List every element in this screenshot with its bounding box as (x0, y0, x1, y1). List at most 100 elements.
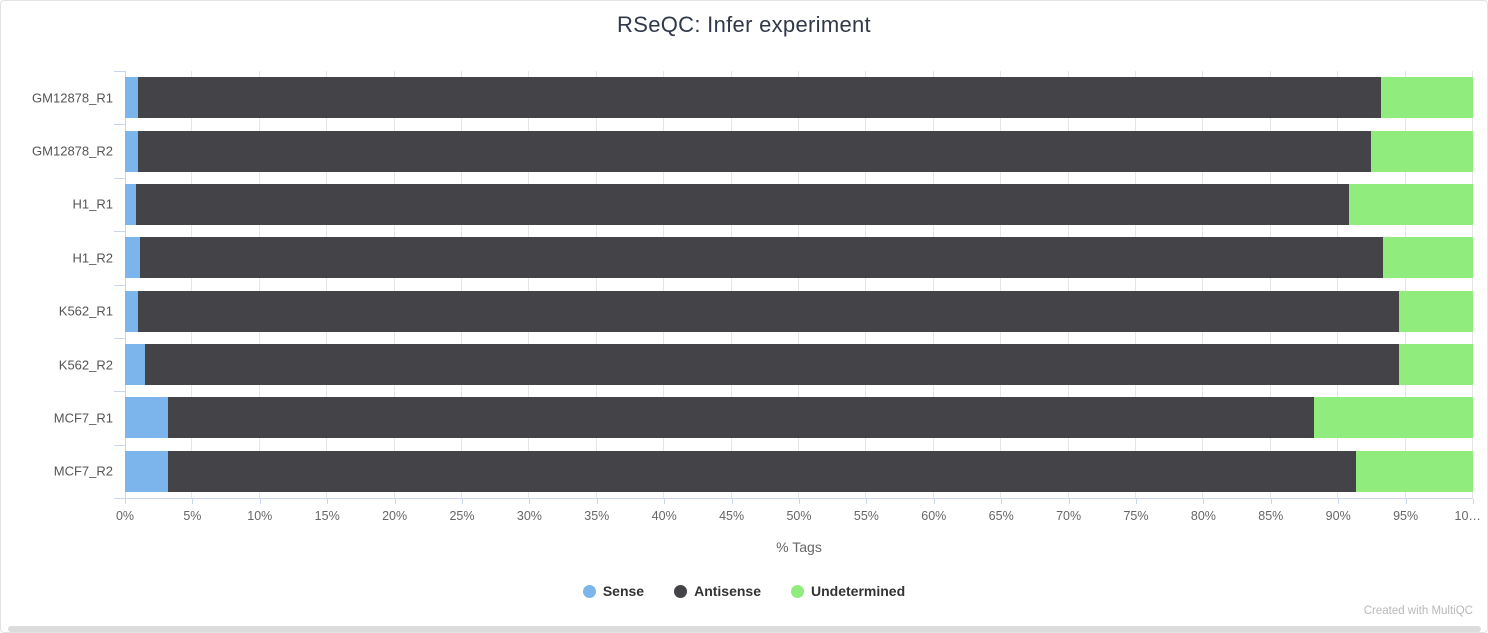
x-axis-tick (394, 499, 396, 504)
y-axis-tick (114, 391, 125, 393)
bar-segment-sense-GM12878_R2[interactable] (125, 130, 139, 172)
gridline-25 (461, 71, 462, 498)
legend: Sense Antisense Undetermined (1, 583, 1487, 599)
bar-segment-undetermined-GM12878_R2[interactable] (1370, 130, 1473, 172)
x-tick-label-10: 10% (247, 509, 273, 523)
bar-segment-sense-K562_R1[interactable] (125, 290, 139, 332)
gridline-50 (798, 71, 799, 498)
bar-segment-undetermined-H1_R1[interactable] (1348, 183, 1473, 225)
gridline-40 (663, 71, 665, 498)
category-label-GM12878_R1: GM12878_R1 (32, 90, 113, 106)
y-axis-tick (114, 444, 125, 446)
category-label-H1_R2: H1_R2 (72, 250, 113, 266)
x-tick-label-55: 55% (853, 509, 879, 523)
x-axis-line (125, 498, 1473, 499)
gridline-100 (1472, 71, 1473, 498)
gridline-45 (730, 71, 732, 498)
bar-segment-undetermined-MCF7_R2[interactable] (1355, 450, 1473, 492)
bar-row-K562_R1 (125, 290, 1473, 332)
bar-segment-undetermined-MCF7_R1[interactable] (1313, 397, 1473, 439)
bar-row-MCF7_R2 (125, 450, 1473, 492)
gridline-85 (1269, 71, 1271, 498)
category-label-K562_R1: K562_R1 (58, 303, 113, 319)
gridline-65 (1000, 71, 1002, 498)
x-axis-tick (462, 499, 463, 504)
x-axis-tick (259, 499, 261, 504)
legend-marker-sense (582, 584, 596, 598)
bar-row-GM12878_R2 (125, 130, 1473, 172)
legend-label-sense: Sense (602, 583, 645, 599)
x-axis-tick (327, 499, 329, 504)
x-tick-label-20: 20% (382, 509, 408, 523)
horizontal-scrollbar[interactable] (8, 626, 1481, 632)
gridline-10 (258, 71, 260, 498)
bar-segment-antisense-MCF7_R2[interactable] (168, 450, 1356, 492)
y-axis-tick (114, 124, 125, 126)
gridline-30 (528, 71, 530, 498)
bar-segment-undetermined-H1_R2[interactable] (1382, 237, 1473, 279)
category-label-K562_R2: K562_R2 (58, 357, 113, 373)
bar-segment-sense-H1_R1[interactable] (125, 183, 136, 225)
legend-label-undetermined: Undetermined (811, 583, 906, 599)
bar-row-K562_R2 (125, 344, 1473, 386)
x-axis-tick (664, 499, 666, 504)
x-axis-tick (1473, 499, 1474, 504)
category-label-MCF7_R2: MCF7_R2 (53, 463, 113, 479)
legend-item-antisense[interactable]: Antisense (674, 583, 761, 599)
bar-row-H1_R2 (125, 237, 1473, 279)
x-axis-tick (192, 499, 194, 504)
x-tick-label-5: 5% (183, 509, 202, 523)
x-tick-label-65: 65% (988, 509, 1014, 523)
plot-area (125, 71, 1473, 498)
x-tick-label-0: 0% (115, 509, 135, 523)
bar-segment-antisense-GM12878_R2[interactable] (138, 130, 1371, 172)
bar-segment-sense-GM12878_R1[interactable] (125, 77, 139, 119)
gridline-5 (191, 71, 193, 498)
category-label-GM12878_R2: GM12878_R2 (32, 143, 113, 159)
bar-segment-antisense-MCF7_R1[interactable] (168, 397, 1314, 439)
x-axis-tick (596, 499, 598, 504)
bar-segment-antisense-H1_R1[interactable] (135, 183, 1349, 225)
bar-segment-undetermined-K562_R1[interactable] (1398, 290, 1473, 332)
x-axis-tick (1001, 499, 1003, 504)
x-tick-label-35: 35% (584, 509, 610, 523)
bar-segment-antisense-H1_R2[interactable] (139, 237, 1383, 279)
bar-segment-antisense-GM12878_R1[interactable] (138, 77, 1382, 119)
x-axis-tick (125, 499, 126, 504)
x-tick-label-75: 75% (1123, 509, 1149, 523)
gridline-15 (326, 71, 328, 498)
x-axis-tick (799, 499, 800, 504)
bar-segment-sense-MCF7_R2[interactable] (125, 450, 169, 492)
gridline-35 (595, 71, 597, 498)
bar-row-MCF7_R1 (125, 397, 1473, 439)
gridline-55 (865, 71, 867, 498)
y-axis-tick (114, 337, 125, 339)
x-axis-tick (529, 499, 531, 504)
bar-segment-antisense-K562_R2[interactable] (145, 344, 1399, 386)
bar-segment-sense-H1_R2[interactable] (125, 237, 140, 279)
bar-segment-undetermined-K562_R2[interactable] (1398, 344, 1473, 386)
y-axis-tick (114, 177, 125, 179)
x-tick-label-45: 45% (719, 509, 745, 523)
gridline-90 (1337, 71, 1339, 498)
bar-row-GM12878_R1 (125, 77, 1473, 119)
legend-item-undetermined[interactable]: Undetermined (791, 583, 905, 599)
x-axis-tick (1068, 499, 1070, 504)
gridline-20 (393, 71, 395, 498)
y-axis-tick (114, 498, 125, 499)
x-tick-label-60: 60% (921, 509, 947, 523)
legend-marker-antisense (674, 584, 688, 598)
x-axis-tick (1136, 499, 1137, 504)
legend-item-sense[interactable]: Sense (582, 583, 645, 599)
x-axis-tick (933, 499, 935, 504)
bar-segment-undetermined-GM12878_R1[interactable] (1381, 77, 1473, 119)
gridline-80 (1202, 71, 1204, 498)
bar-segment-sense-MCF7_R1[interactable] (125, 397, 169, 439)
category-label-H1_R1: H1_R1 (72, 196, 113, 212)
x-tick-label-80: 80% (1190, 509, 1216, 523)
bar-segment-antisense-K562_R1[interactable] (138, 290, 1399, 332)
bar-segment-sense-K562_R2[interactable] (125, 344, 146, 386)
footer-credit: Created with MultiQC (1363, 605, 1473, 617)
y-axis-tick (114, 231, 125, 233)
